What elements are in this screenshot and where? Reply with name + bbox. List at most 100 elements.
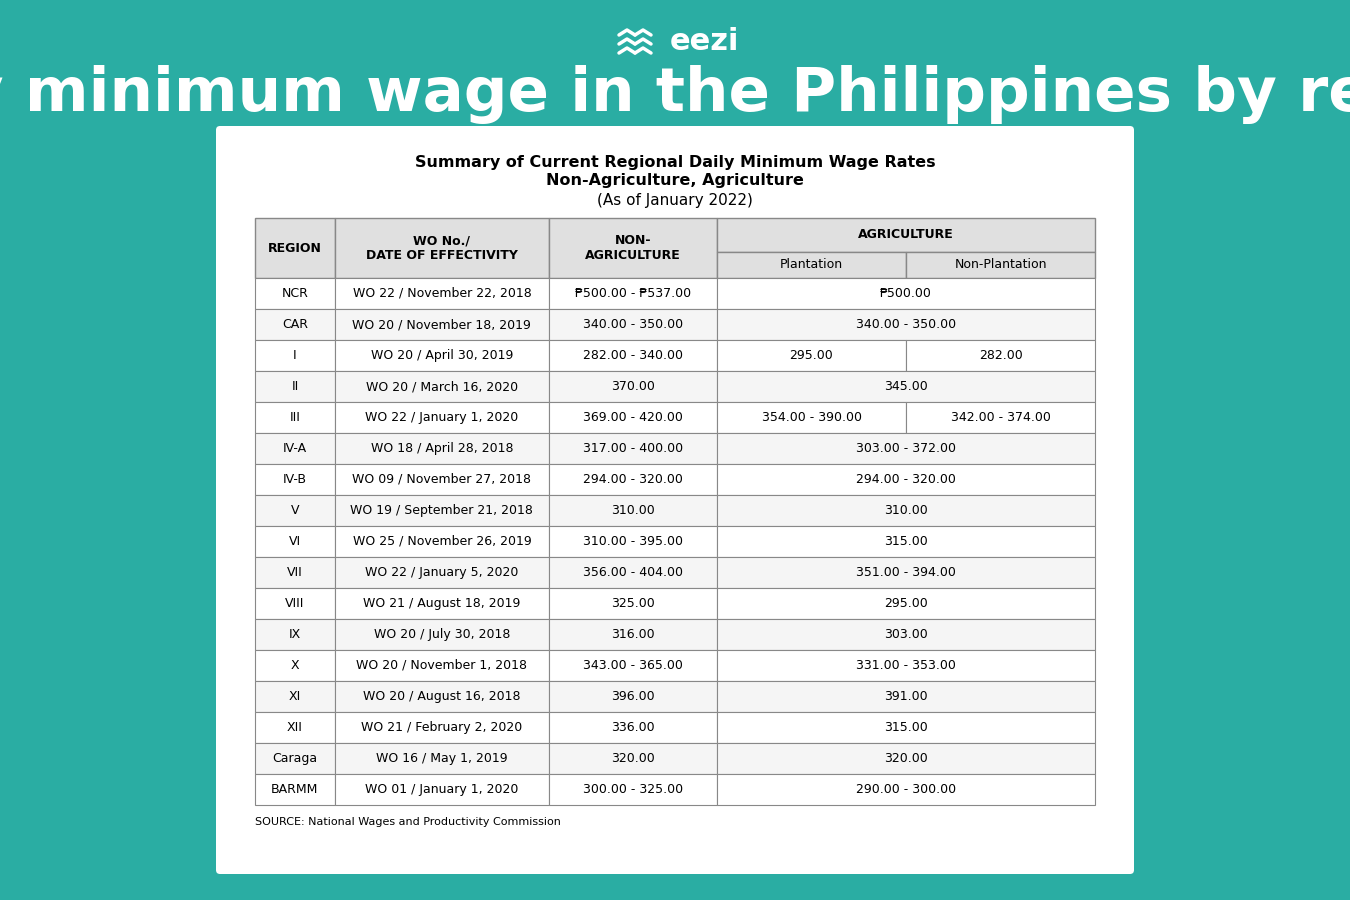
Text: 282.00 - 340.00: 282.00 - 340.00	[583, 349, 683, 362]
Text: 391.00: 391.00	[884, 690, 927, 703]
Text: 370.00: 370.00	[612, 380, 655, 393]
Bar	[335, 712, 549, 743]
Bar	[717, 402, 906, 433]
Bar	[255, 743, 335, 774]
Bar	[255, 495, 335, 526]
Bar	[549, 743, 717, 774]
Bar	[335, 495, 549, 526]
Bar	[335, 402, 549, 433]
Text: WO 20 / November 18, 2019: WO 20 / November 18, 2019	[352, 318, 532, 331]
Text: 294.00 - 320.00: 294.00 - 320.00	[583, 473, 683, 486]
Bar	[255, 218, 335, 278]
Bar	[717, 218, 1095, 252]
Text: WO 09 / November 27, 2018: WO 09 / November 27, 2018	[352, 473, 532, 486]
Bar	[335, 218, 549, 278]
Text: 317.00 - 400.00: 317.00 - 400.00	[583, 442, 683, 455]
Bar	[906, 252, 1095, 278]
Bar	[717, 252, 906, 278]
Bar	[335, 650, 549, 681]
Bar	[255, 433, 335, 464]
Text: VII: VII	[288, 566, 302, 579]
Bar	[335, 278, 549, 309]
Bar	[335, 774, 549, 805]
Text: 295.00: 295.00	[884, 597, 927, 610]
Bar	[335, 433, 549, 464]
Bar	[717, 526, 1095, 557]
Bar	[717, 650, 1095, 681]
Text: WO 20 / April 30, 2019: WO 20 / April 30, 2019	[371, 349, 513, 362]
Bar	[549, 588, 717, 619]
Bar	[549, 340, 717, 371]
Text: 295.00: 295.00	[790, 349, 833, 362]
Text: WO 01 / January 1, 2020: WO 01 / January 1, 2020	[366, 783, 518, 796]
Text: VIII: VIII	[285, 597, 305, 610]
Bar	[717, 433, 1095, 464]
Text: 315.00: 315.00	[884, 721, 927, 734]
Text: SOURCE: National Wages and Productivity Commission: SOURCE: National Wages and Productivity …	[255, 817, 560, 827]
Text: 320.00: 320.00	[612, 752, 655, 765]
Bar	[255, 402, 335, 433]
Bar	[549, 774, 717, 805]
Text: 310.00 - 395.00: 310.00 - 395.00	[583, 535, 683, 548]
Bar	[717, 774, 1095, 805]
Bar	[906, 340, 1095, 371]
Bar	[717, 495, 1095, 526]
Bar	[335, 464, 549, 495]
Text: IX: IX	[289, 628, 301, 641]
Bar	[549, 650, 717, 681]
Bar	[717, 681, 1095, 712]
Bar	[717, 278, 1095, 309]
Text: WO 20 / November 1, 2018: WO 20 / November 1, 2018	[356, 659, 528, 672]
Bar	[549, 309, 717, 340]
Text: IV-A: IV-A	[284, 442, 306, 455]
Bar	[255, 309, 335, 340]
Text: II: II	[292, 380, 298, 393]
Text: 396.00: 396.00	[612, 690, 655, 703]
Bar	[335, 526, 549, 557]
Bar	[906, 402, 1095, 433]
Bar	[335, 340, 549, 371]
Text: VI: VI	[289, 535, 301, 548]
Text: AGRICULTURE: AGRICULTURE	[859, 229, 954, 241]
Text: WO 22 / January 5, 2020: WO 22 / January 5, 2020	[366, 566, 518, 579]
Text: WO 20 / March 16, 2020: WO 20 / March 16, 2020	[366, 380, 518, 393]
Text: (As of January 2022): (As of January 2022)	[597, 193, 753, 208]
Bar	[335, 619, 549, 650]
Text: WO 22 / November 22, 2018: WO 22 / November 22, 2018	[352, 287, 532, 300]
Text: 325.00: 325.00	[612, 597, 655, 610]
Text: WO 20 / July 30, 2018: WO 20 / July 30, 2018	[374, 628, 510, 641]
Text: ₱500.00: ₱500.00	[880, 287, 932, 300]
Bar	[549, 712, 717, 743]
Text: I: I	[293, 349, 297, 362]
Bar	[549, 681, 717, 712]
Text: XII: XII	[288, 721, 302, 734]
Bar	[335, 743, 549, 774]
Bar	[549, 278, 717, 309]
Bar	[549, 371, 717, 402]
Text: 356.00 - 404.00: 356.00 - 404.00	[583, 566, 683, 579]
Text: 282.00: 282.00	[979, 349, 1022, 362]
Bar	[549, 464, 717, 495]
Bar	[549, 495, 717, 526]
Text: REGION: REGION	[267, 241, 321, 255]
Bar	[717, 464, 1095, 495]
Text: 310.00: 310.00	[884, 504, 927, 517]
Text: 340.00 - 350.00: 340.00 - 350.00	[583, 318, 683, 331]
Text: ₱500.00 - ₱537.00: ₱500.00 - ₱537.00	[575, 287, 691, 300]
Bar	[255, 526, 335, 557]
Text: X: X	[290, 659, 300, 672]
Text: WO 16 / May 1, 2019: WO 16 / May 1, 2019	[377, 752, 508, 765]
Text: 300.00 - 325.00: 300.00 - 325.00	[583, 783, 683, 796]
Text: NCR: NCR	[281, 287, 308, 300]
Text: 351.00 - 394.00: 351.00 - 394.00	[856, 566, 956, 579]
Text: V: V	[290, 504, 300, 517]
Text: Non-Agriculture, Agriculture: Non-Agriculture, Agriculture	[545, 174, 805, 188]
Text: WO 21 / February 2, 2020: WO 21 / February 2, 2020	[362, 721, 522, 734]
Text: eezi: eezi	[670, 28, 740, 57]
Text: III: III	[289, 411, 300, 424]
Text: 336.00: 336.00	[612, 721, 655, 734]
Bar	[255, 371, 335, 402]
Text: 320.00: 320.00	[884, 752, 927, 765]
Text: 303.00: 303.00	[884, 628, 927, 641]
Text: Summary of Current Regional Daily Minimum Wage Rates: Summary of Current Regional Daily Minimu…	[414, 155, 936, 169]
